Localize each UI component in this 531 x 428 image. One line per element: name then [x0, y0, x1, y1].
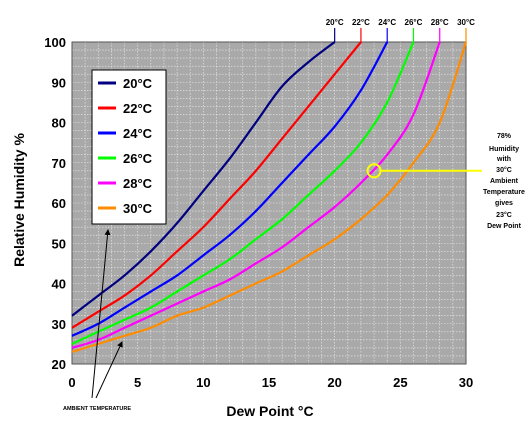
plot-border: [71, 41, 467, 365]
curve-top-labels: 20°C 22°C 24°C 26°C 28°C 30°C: [326, 18, 475, 42]
legend-label-22: 22°C: [123, 101, 153, 116]
annotation-text-line: Dew Point: [487, 223, 522, 230]
legend-label-20: 20°C: [123, 76, 153, 91]
y-tick-label: 60: [52, 196, 66, 211]
x-tick-label: 20: [327, 375, 341, 390]
annotation-text-line: Humidity: [489, 146, 519, 153]
curve-top-label-28: 28°C: [431, 18, 449, 27]
annotation-text-line: with: [496, 156, 511, 163]
y-tick-label: 20: [52, 357, 66, 372]
curve-top-label-30: 30°C: [457, 18, 475, 27]
y-axis-title: Relative Humidity %: [11, 133, 27, 267]
series-line-22: [71, 41, 362, 329]
series-line-26: [71, 41, 415, 345]
series-lines: [71, 41, 468, 353]
curve-top-label-26: 26°C: [405, 18, 423, 27]
curve-top-label-24: 24°C: [378, 18, 396, 27]
legend-label-24: 24°C: [123, 126, 153, 141]
legend-box: [91, 69, 167, 225]
ambient-note: AMBIENT TEMPERATURE: [63, 229, 131, 412]
annotation-text-line: Ambient: [490, 178, 519, 185]
x-tick-label: 15: [262, 375, 276, 390]
x-tick-label: 10: [196, 375, 210, 390]
legend: 20°C 22°C 24°C 26°C 28°C 30°C: [91, 69, 167, 225]
annotation-text-line: Temperature: [483, 189, 525, 196]
y-tick-label: 100: [44, 35, 66, 50]
legend-label-28: 28°C: [123, 176, 153, 191]
legend-label-30: 30°C: [123, 201, 153, 216]
y-tick-labels: 20 30 40 50 60 70 80 90 100: [44, 35, 66, 372]
x-tick-label: 5: [134, 375, 141, 390]
x-axis-title: Dew Point °C: [226, 403, 313, 419]
ambient-arrow-curve: [95, 341, 123, 399]
annotation-text-line: 23°C: [496, 211, 512, 219]
annotation-marker: [366, 163, 382, 179]
series-line-28: [71, 41, 441, 349]
annotation-text-line: 78%: [497, 133, 512, 140]
ambient-arrow-up: [91, 229, 111, 399]
x-tick-label: 0: [68, 375, 75, 390]
y-tick-label: 80: [52, 116, 66, 131]
y-tick-label: 40: [52, 277, 66, 292]
x-tick-label: 30: [459, 375, 473, 390]
legend-label-26: 26°C: [123, 151, 153, 166]
curve-top-label-20: 20°C: [326, 18, 344, 27]
y-tick-label: 90: [52, 75, 66, 90]
annotation: 78% Humidity with 30°C Ambient Temperature giv…: [366, 133, 525, 230]
y-tick-label: 50: [52, 236, 66, 251]
x-tick-label: 25: [393, 375, 407, 390]
ambient-temperature-note: AMBIENT TEMPERATURE: [63, 406, 131, 412]
series-line-30: [71, 41, 468, 353]
annotation-text-line: gives: [495, 200, 513, 207]
curve-top-label-22: 22°C: [352, 18, 370, 27]
y-tick-label: 30: [52, 317, 66, 332]
series-line-24: [71, 41, 389, 337]
y-tick-label: 70: [52, 156, 66, 171]
annotation-text-line: 30°C: [496, 166, 512, 174]
series-line-20: [71, 41, 336, 317]
x-tick-labels: 0 5 10 15 20 25 30: [68, 375, 473, 390]
